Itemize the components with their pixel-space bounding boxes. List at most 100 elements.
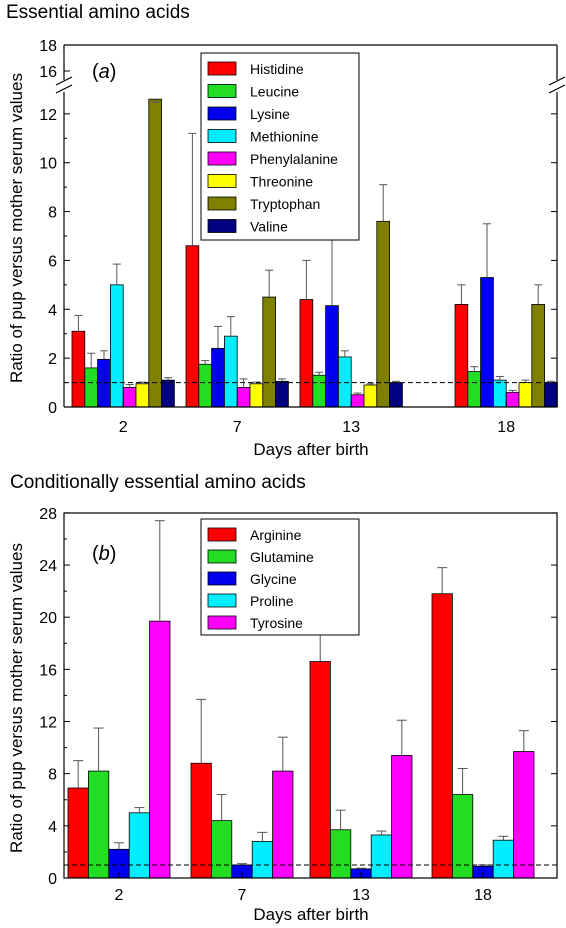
- panel-a-y-axis-label: Ratio of pup versus mother serum values: [7, 73, 26, 383]
- bar-valine: [544, 382, 558, 408]
- x-tick-label: 13: [352, 887, 370, 904]
- panel-b-y-axis-label: Ratio of pup versus mother serum values: [7, 543, 26, 853]
- legend-label-arginine: Arginine: [250, 527, 302, 543]
- panel-a-section-title: Essential amino acids: [6, 2, 190, 23]
- bar-tryptophan: [531, 303, 545, 408]
- legend-swatch-lysine: [207, 106, 237, 121]
- x-tick-label: 7: [238, 887, 247, 904]
- bar-leucine: [198, 363, 213, 408]
- legend-label-methionine: Methionine: [250, 129, 319, 145]
- bar-valine: [389, 382, 403, 408]
- bar-lysine: [325, 305, 339, 408]
- axis-break-mark: [55, 84, 73, 94]
- bar-phenylalanine: [236, 387, 251, 408]
- bar-proline: [370, 834, 393, 879]
- y-tick-label: 24: [39, 558, 57, 575]
- bar-tyrosine: [513, 751, 535, 879]
- bar-leucine: [467, 371, 481, 408]
- bar-proline: [128, 812, 150, 879]
- legend-swatch-leucine: [207, 84, 237, 98]
- bar-glutamine: [451, 794, 474, 879]
- legend-label-histidine: Histidine: [250, 61, 304, 77]
- y-tick-label: 8: [48, 205, 57, 222]
- bar-methionine: [223, 335, 238, 408]
- legend-swatch-glycine: [207, 571, 237, 586]
- panel-b-chart: Conditionally essential amino acids Rati…: [7, 472, 558, 924]
- bar-threonine: [363, 384, 378, 408]
- axis-break-mark: [548, 76, 566, 86]
- panel-a-chart: Essential amino acids Ratio of pup versu…: [6, 2, 566, 459]
- x-tick-label: 2: [115, 887, 124, 904]
- axis-break-mark: [548, 84, 566, 94]
- panel-a-label: (a): [92, 61, 116, 83]
- legend-swatch-arginine: [207, 527, 237, 542]
- bar-tyrosine: [149, 620, 171, 879]
- bar-methionine: [337, 356, 352, 408]
- x-tick-label: 2: [119, 419, 128, 436]
- legend-label-lysine: Lysine: [250, 106, 290, 122]
- legend-label-proline: Proline: [250, 593, 294, 609]
- y-tick-label: 18: [39, 38, 57, 55]
- bar-glutamine: [88, 770, 110, 879]
- bar-lysine: [480, 277, 494, 408]
- legend-swatch-proline: [207, 593, 237, 608]
- y-tick-label: 28: [39, 506, 57, 523]
- legend-label-leucine: Leucine: [250, 84, 299, 100]
- y-tick-label: 0: [48, 400, 57, 417]
- panel-a-x-axis-label: Days after birth: [253, 440, 368, 459]
- bar-arginine: [431, 593, 453, 879]
- bar-glutamine: [210, 820, 233, 879]
- y-tick-label: 20: [39, 610, 57, 627]
- y-tick-label: 0: [48, 871, 57, 888]
- bar-phenylalanine: [122, 387, 137, 408]
- legend-label-valine: Valine: [250, 219, 288, 235]
- bar-proline: [251, 841, 273, 879]
- y-tick-label: 16: [39, 64, 57, 81]
- bar-tyrosine: [391, 755, 413, 879]
- bar-arginine: [67, 787, 89, 879]
- bar-tyrosine: [272, 770, 294, 879]
- bar-histidine: [71, 330, 86, 408]
- y-tick-label: 10: [39, 156, 57, 173]
- panel-b-x-axis-label: Days after birth: [253, 905, 368, 924]
- y-tick-label: 8: [48, 767, 57, 784]
- legend-swatch-threonine: [207, 174, 237, 188]
- panel-b-ticks: 0 4 8 12 16 20 24 28 2 7 13 18: [39, 506, 558, 904]
- legend-swatch-methionine: [207, 129, 237, 143]
- legend-swatch-tyrosine: [207, 615, 237, 630]
- bar-methionine: [110, 284, 124, 408]
- panel-b-legend: Arginine Glutamine Glycine Proline Tyrosine: [200, 518, 360, 636]
- y-tick-label: 12: [39, 107, 57, 124]
- y-tick-label: 6: [48, 253, 57, 270]
- bar-valine: [275, 380, 289, 408]
- x-tick-label: 18: [497, 419, 515, 436]
- bar-tryptophan: [262, 296, 276, 408]
- legend-label-tyrosine: Tyrosine: [250, 615, 303, 631]
- bar-valine: [161, 379, 175, 408]
- bar-threonine: [135, 383, 150, 408]
- y-tick-label: 4: [48, 819, 57, 836]
- legend-swatch-glutamine: [207, 549, 237, 564]
- bar-proline: [492, 839, 515, 879]
- bar-histidine: [454, 303, 469, 408]
- bar-phenylalanine: [350, 394, 365, 408]
- legend-label-glutamine: Glutamine: [250, 549, 314, 565]
- legend-swatch-histidine: [207, 61, 237, 76]
- panel-b-bars: [64, 520, 557, 879]
- panel-a-legend: Histidine Leucine Lysine Methionine Phenylal…: [200, 52, 360, 241]
- y-tick-label: 2: [48, 351, 57, 368]
- legend-swatch-tryptophan: [207, 196, 237, 211]
- bar-histidine: [299, 299, 314, 408]
- y-tick-label: 16: [39, 662, 57, 679]
- bar-lysine: [211, 347, 225, 408]
- bar-leucine: [84, 367, 99, 408]
- panel-a-ticks: 0 2 4 6 8 10 12 16 18 2 7 13 18: [39, 38, 566, 436]
- bar-methionine: [492, 379, 507, 408]
- bar-leucine: [312, 374, 326, 408]
- legend-label-tryptophan: Tryptophan: [250, 196, 320, 212]
- y-tick-label: 12: [39, 715, 57, 732]
- panel-b-label: (b): [92, 543, 116, 565]
- bar-glutamine: [329, 829, 352, 879]
- legend-label-threonine: Threonine: [250, 174, 313, 190]
